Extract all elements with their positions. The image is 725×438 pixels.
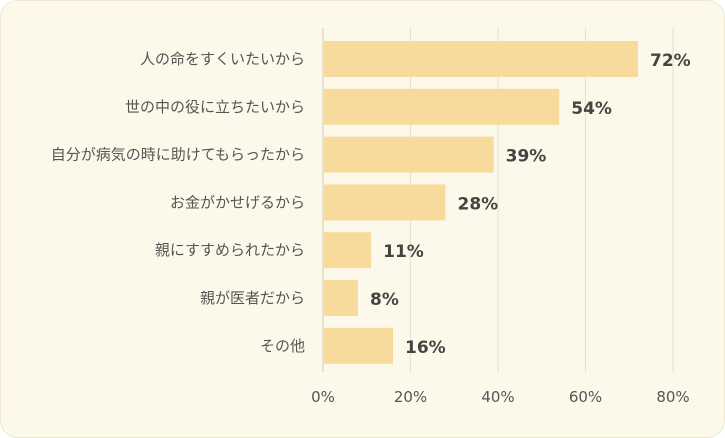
- value-label: 54%: [571, 99, 612, 119]
- bar: [324, 136, 494, 173]
- category-label: 人の命をすくいたいから: [140, 50, 305, 68]
- x-tick-label: 60%: [569, 388, 602, 406]
- x-tick-label: 20%: [394, 388, 427, 406]
- value-label: 28%: [458, 194, 499, 214]
- category-label: その他: [260, 337, 305, 355]
- bar: [324, 232, 372, 269]
- bar: [324, 184, 446, 221]
- bar: [324, 280, 358, 316]
- bar: [324, 327, 393, 364]
- value-label: 72%: [650, 51, 691, 71]
- value-label: 16%: [405, 338, 446, 358]
- x-tick-label: 0%: [311, 388, 335, 406]
- x-tick-label: 80%: [656, 388, 689, 406]
- bar: [324, 41, 638, 77]
- value-label: 11%: [383, 242, 424, 262]
- category-label: 親が医者だから: [200, 289, 305, 307]
- category-label: 世の中の役に立ちたいから: [125, 98, 305, 116]
- value-label: 8%: [370, 290, 399, 310]
- x-tick-label: 40%: [481, 388, 514, 406]
- value-label: 39%: [506, 147, 547, 167]
- category-label: 自分が病気の時に助けてもらったから: [51, 146, 305, 164]
- bar: [324, 88, 560, 125]
- category-label: 親にすすめられたから: [155, 241, 305, 259]
- category-label: お金がかせげるから: [170, 193, 305, 211]
